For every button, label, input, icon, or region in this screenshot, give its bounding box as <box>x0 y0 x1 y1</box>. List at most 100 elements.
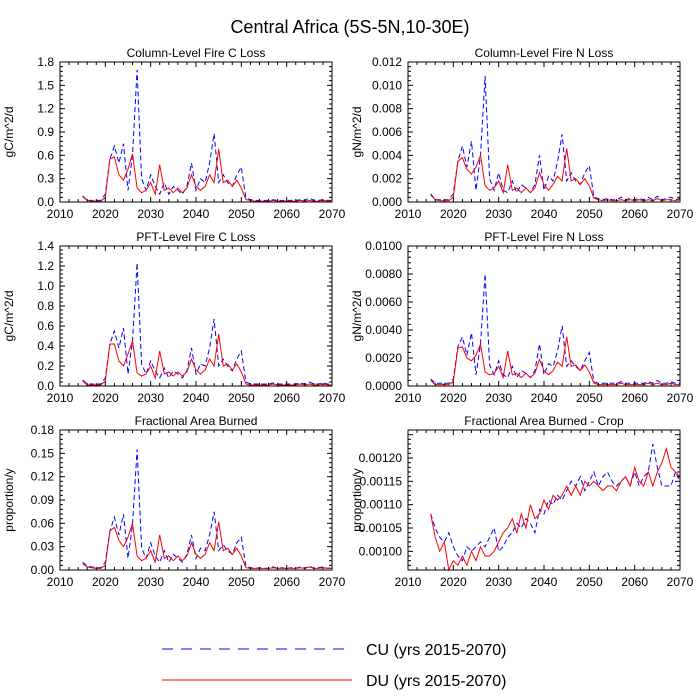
y-tick-label: 1.2 <box>37 102 54 116</box>
chart-panel-2: 2010 2020 2030 2040 2050 2060 2070 0.000 0.002 0.… <box>350 46 694 221</box>
panel-title: PFT-Level Fire N Loss <box>484 230 603 244</box>
x-tick-label: 2020 <box>92 207 119 221</box>
figure-title: Central Africa (5S-5N,10-30E) <box>230 17 469 37</box>
chart-panel-4: 2010 2020 2030 2040 2050 2060 2070 0.0000 0.0020… <box>350 230 694 405</box>
y-tick-label: 1.5 <box>37 78 54 92</box>
y-tick-label: 0.00115 <box>360 474 403 488</box>
y-tick-label: 0.0000 <box>365 379 402 393</box>
y-axis-label: proportion/y <box>350 468 364 531</box>
series-line-cu <box>82 262 332 385</box>
y-axis-label: proportion/y <box>2 468 16 531</box>
y-tick-label: 0.8 <box>37 299 54 313</box>
y-tick-label: 0.09 <box>31 493 55 507</box>
x-tick-label: 2050 <box>228 575 255 589</box>
y-tick-label: 0.0100 <box>365 239 402 253</box>
series-line-du <box>82 333 332 386</box>
y-tick-label: 0.15 <box>31 446 55 460</box>
x-tick-label: 2010 <box>47 391 74 405</box>
x-tick-label: 2060 <box>621 391 648 405</box>
series-line-cu <box>82 449 333 569</box>
y-tick-label: 0.2 <box>37 359 54 373</box>
y-tick-label: 0.012 <box>372 55 402 69</box>
x-tick-label: 2070 <box>319 391 346 405</box>
panel-title: PFT-Level Fire C Loss <box>136 230 255 244</box>
x-tick-label: 2040 <box>531 391 558 405</box>
y-tick-label: 0.006 <box>372 125 402 139</box>
x-tick-label: 2030 <box>485 391 512 405</box>
series-line-du <box>430 336 680 386</box>
panel-title: Fractional Area Burned <box>135 414 258 428</box>
x-tick-label: 2040 <box>531 575 558 589</box>
series-line-du <box>430 446 681 572</box>
y-tick-label: 0.00120 <box>359 451 403 465</box>
y-tick-label: 0.0040 <box>365 323 402 337</box>
x-tick-label: 2050 <box>576 207 603 221</box>
x-tick-label: 2030 <box>137 207 164 221</box>
chart-panel-5: 2010 2020 2030 2040 2050 2060 2070 0.00 0.03 0.06… <box>2 414 346 589</box>
series-line-cu <box>82 69 332 201</box>
x-tick-label: 2010 <box>47 575 74 589</box>
plot-frame <box>59 245 333 387</box>
x-tick-label: 2050 <box>576 391 603 405</box>
series-line-du <box>82 149 332 202</box>
y-tick-label: 0.00105 <box>359 521 403 535</box>
y-axis-label: gC/m^2/d <box>2 291 16 342</box>
y-tick-label: 0.0 <box>37 195 54 209</box>
legend: CU (yrs 2015-2070) DU (yrs 2015-2070) <box>162 642 507 690</box>
y-tick-label: 0.00 <box>31 563 55 577</box>
y-tick-label: 0.0080 <box>365 267 402 281</box>
y-tick-label: 0.00100 <box>359 544 403 558</box>
x-tick-label: 2040 <box>183 575 210 589</box>
x-tick-label: 2040 <box>531 207 558 221</box>
x-tick-label: 2070 <box>667 207 694 221</box>
series-line-du <box>430 148 681 202</box>
x-tick-label: 2010 <box>47 207 74 221</box>
y-tick-label: 0.6 <box>37 319 54 333</box>
y-tick-label: 0.002 <box>372 172 402 186</box>
x-tick-label: 2030 <box>485 207 512 221</box>
chart-panel-1: 2010 2020 2030 2040 2050 2060 2070 0.0 0.3 0.6 0.9… <box>2 46 346 221</box>
y-tick-label: 0.000 <box>372 195 402 209</box>
series-line-du <box>82 521 332 569</box>
x-tick-label: 2010 <box>395 391 422 405</box>
x-tick-label: 2060 <box>273 575 300 589</box>
y-tick-label: 0.12 <box>31 470 55 484</box>
x-tick-label: 2040 <box>183 207 210 221</box>
y-tick-label: 0.06 <box>31 516 55 530</box>
chart-panel-6: 2010 2020 2030 2040 2050 2060 2070 0.00100 0.001… <box>350 414 694 589</box>
y-tick-label: 0.0060 <box>365 295 402 309</box>
chart-panel-3: 2010 2020 2030 2040 2050 2060 2070 0.0 0.2 0.4 0.6… <box>2 230 346 405</box>
panel-title: Column-Level Fire C Loss <box>127 46 266 60</box>
y-axis-label: gN/m^2/d <box>350 291 364 342</box>
panel-title: Column-Level Fire N Loss <box>475 46 614 60</box>
legend-label-du: DU (yrs 2015-2070) <box>366 673 507 690</box>
chart-panels: 2010 2020 2030 2040 2050 2060 2070 0.0 0.3 0.6 0.9… <box>2 46 694 589</box>
y-tick-label: 0.3 <box>37 172 54 186</box>
x-tick-label: 2010 <box>395 575 422 589</box>
y-tick-label: 0.9 <box>37 125 54 139</box>
y-tick-label: 1.8 <box>37 55 54 69</box>
x-tick-label: 2050 <box>228 391 255 405</box>
y-tick-label: 1.4 <box>37 239 54 253</box>
x-tick-label: 2050 <box>576 575 603 589</box>
x-tick-label: 2010 <box>395 207 422 221</box>
y-tick-label: 1.0 <box>37 279 54 293</box>
x-tick-label: 2020 <box>440 391 467 405</box>
y-tick-label: 0.004 <box>372 148 402 162</box>
x-tick-label: 2030 <box>485 575 512 589</box>
x-tick-label: 2030 <box>137 575 164 589</box>
y-tick-label: 0.6 <box>37 148 54 162</box>
y-tick-label: 0.010 <box>372 78 402 92</box>
x-tick-label: 2020 <box>92 391 119 405</box>
legend-label-cu: CU (yrs 2015-2070) <box>366 642 507 659</box>
y-tick-label: 0.0020 <box>365 351 402 365</box>
x-tick-label: 2070 <box>319 207 346 221</box>
x-tick-label: 2020 <box>440 207 467 221</box>
x-tick-label: 2020 <box>92 575 119 589</box>
y-axis-label: gN/m^2/d <box>350 107 364 158</box>
y-axis-label: gC/m^2/d <box>2 107 16 158</box>
x-tick-label: 2050 <box>228 207 255 221</box>
x-tick-label: 2040 <box>183 391 210 405</box>
x-tick-label: 2070 <box>319 575 346 589</box>
x-tick-label: 2070 <box>667 391 694 405</box>
